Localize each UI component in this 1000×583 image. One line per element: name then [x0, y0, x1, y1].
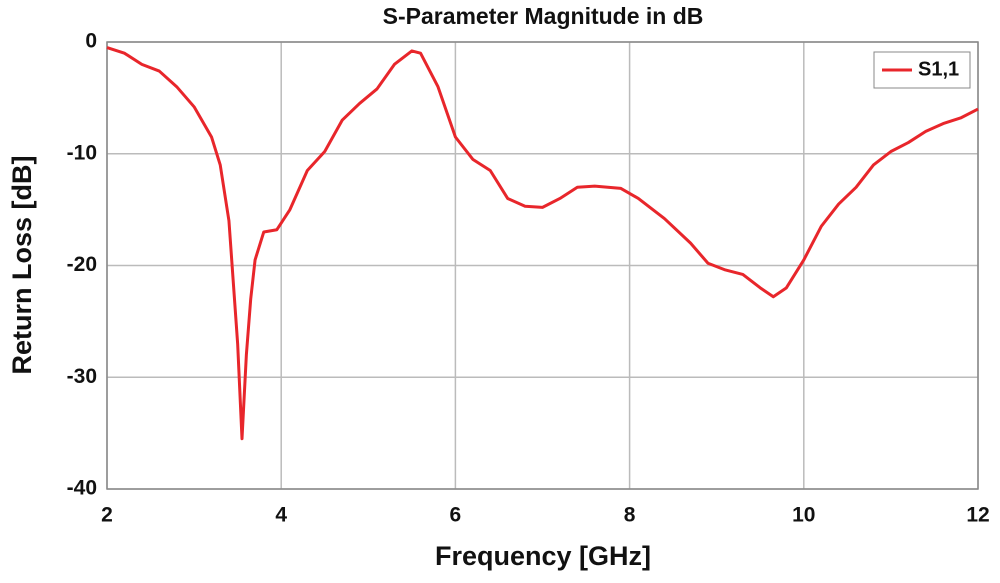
y-tick-label: -40	[67, 477, 97, 500]
y-tick-label: -20	[67, 253, 97, 276]
x-tick-label: 4	[275, 504, 287, 527]
legend-label: S1,1	[918, 58, 959, 80]
x-axis-label: Frequency [GHz]	[435, 541, 651, 571]
chart-title: S-Parameter Magnitude in dB	[383, 3, 704, 29]
y-tick-label: -10	[67, 141, 97, 164]
y-tick-label: -30	[67, 365, 97, 388]
x-tick-label: 8	[624, 504, 636, 527]
x-tick-label: 2	[101, 504, 113, 527]
line-series	[106, 46, 979, 441]
y-tick-label: 0	[85, 30, 97, 53]
x-tick-label: 12	[966, 504, 989, 527]
plot-frame	[106, 41, 979, 490]
y-axis-label: Return Loss [dB]	[7, 156, 37, 375]
x-tick-label: 10	[792, 504, 815, 527]
x-tick-label: 6	[450, 504, 462, 527]
